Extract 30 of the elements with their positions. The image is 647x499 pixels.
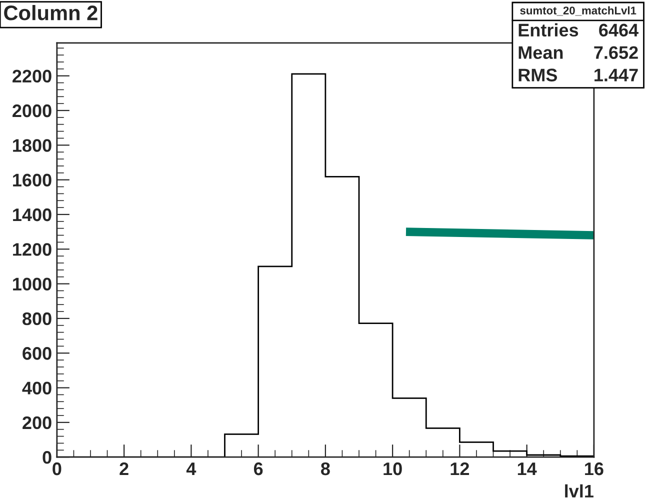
- chart-title: Column 2: [4, 4, 98, 20]
- text: 7.652: [594, 46, 638, 59]
- y-tick-label: 400: [22, 382, 52, 394]
- y-tick-label: 1800: [13, 139, 52, 152]
- y-tick-label: 1000: [13, 278, 52, 291]
- x-axis-title: lvl1: [565, 484, 594, 498]
- y-tick-label: 0: [42, 451, 52, 464]
- x-tick-label: 6: [254, 462, 263, 476]
- y-tick-label: 1200: [13, 243, 52, 256]
- x-tick-label: 0: [52, 462, 62, 476]
- x-tick-label: 2: [120, 462, 128, 476]
- text: sumtot_20_matchLvl1: [520, 6, 636, 16]
- y-tick-label: 600: [22, 347, 52, 360]
- text: 1.447: [594, 68, 638, 82]
- y-tick-label: 2000: [12, 104, 52, 118]
- x-tick-label: 14: [518, 462, 537, 476]
- x-tick-label: 16: [585, 462, 604, 476]
- annotation: RMS: [518, 68, 558, 82]
- text: Entries: [518, 23, 578, 37]
- y-tick-label: 800: [22, 312, 52, 326]
- x-tick-label: 4: [186, 462, 196, 476]
- y-tick-label: 1400: [13, 208, 52, 222]
- x-tick-label: 10: [384, 462, 402, 476]
- y-tick-label: 1600: [13, 174, 52, 187]
- annotation: Mean: [518, 46, 563, 59]
- y-tick-label: 2200: [12, 70, 52, 83]
- text: 6464: [599, 24, 638, 37]
- y-tick-label: 200: [22, 416, 52, 430]
- x-tick-label: 12: [450, 462, 470, 476]
- x-tick-label: 8: [320, 462, 330, 476]
